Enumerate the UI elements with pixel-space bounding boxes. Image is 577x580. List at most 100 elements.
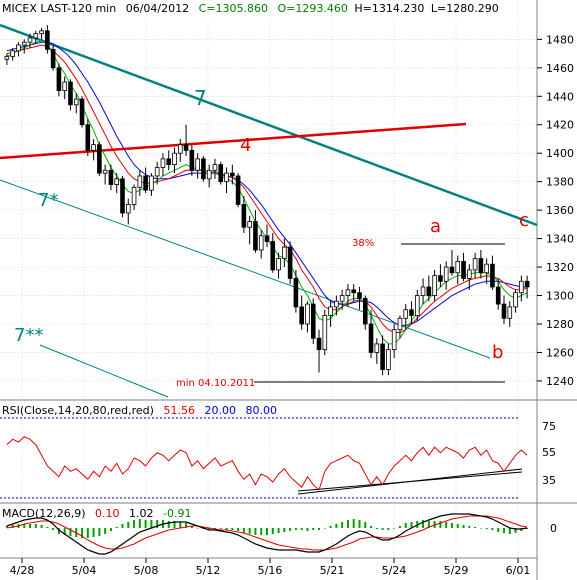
macd-hist-bar: [497, 528, 500, 532]
macd-hist-bar: [422, 520, 425, 528]
macd-hist-bar: [231, 528, 234, 530]
candle: [224, 167, 229, 194]
candle: [114, 173, 120, 194]
time-tick-label: 5/29: [444, 564, 469, 577]
macd-hist-bar: [393, 528, 396, 529]
macd-hist-bar: [196, 528, 199, 529]
macd-hist-bar: [190, 526, 193, 528]
macd-hist-bar: [404, 523, 407, 528]
candle: [513, 289, 518, 313]
candle: [183, 124, 189, 157]
candle-body: [513, 292, 518, 308]
macd-hist-bar: [254, 528, 257, 535]
candle: [490, 255, 495, 290]
candle: [33, 30, 39, 44]
candle: [391, 323, 397, 359]
price-tick-label: 1360: [546, 204, 574, 217]
candle-body: [16, 44, 21, 52]
candle-body: [50, 48, 56, 69]
time-tick-label: 5/24: [382, 564, 407, 577]
candle: [386, 343, 391, 376]
candle-body: [39, 30, 44, 35]
macd-hist-bar: [398, 526, 401, 528]
candle: [39, 27, 44, 40]
candle: [73, 93, 79, 114]
candle-body: [432, 275, 437, 296]
label-b: b: [492, 342, 503, 363]
macd-hist-bar: [352, 519, 355, 528]
macd-v2: 1.02: [129, 507, 154, 520]
candle: [449, 249, 455, 276]
candle: [230, 164, 235, 185]
candle-body: [316, 337, 322, 351]
candle-body: [189, 149, 195, 171]
candle: [351, 284, 357, 302]
macd-histogram: [5, 519, 529, 538]
candle: [166, 150, 172, 171]
candle: [328, 301, 333, 327]
candle: [334, 295, 339, 316]
macd-hist-bar: [40, 525, 43, 528]
time-tick-label: 5/08: [134, 564, 159, 577]
candle-body: [114, 178, 120, 185]
rsi-polyline: [6, 436, 528, 491]
time-tick-label: 5/16: [258, 564, 283, 577]
macd-hist-bar: [364, 522, 367, 528]
candle-body: [91, 144, 96, 151]
time-tick-label: 6/01: [506, 564, 531, 577]
candle-body: [160, 158, 166, 168]
macd-hist-bar: [121, 524, 124, 528]
candle-body: [524, 280, 530, 288]
candle: [68, 79, 73, 111]
rsi-trendline-2: [297, 471, 523, 492]
candle-body: [276, 258, 281, 271]
macd-main-line: [6, 513, 528, 555]
candle-body: [391, 329, 397, 351]
header-low: L=1280.290: [431, 2, 499, 15]
candle: [519, 275, 524, 302]
macd-tick-0: 0: [550, 522, 557, 535]
candle-body: [120, 178, 125, 214]
rsi-label: RSI(Close,14,20,80,red,red): [2, 404, 154, 417]
macd-signal-line: [6, 515, 528, 551]
price-tick-label: 1240: [546, 375, 574, 388]
candle-body: [472, 258, 478, 271]
macd-hist-bar: [5, 526, 8, 528]
candle-body: [501, 303, 507, 319]
macd-hist-bar: [98, 528, 101, 536]
candle: [4, 53, 10, 65]
trendline-7-star: [0, 179, 491, 359]
macd-hist-bar: [427, 521, 430, 528]
candle: [137, 170, 143, 196]
candle: [45, 25, 50, 54]
candle-body: [102, 169, 108, 174]
candle: [455, 255, 461, 285]
candle: [443, 261, 449, 290]
candle-body: [438, 275, 443, 282]
candle-body: [258, 235, 264, 251]
rsi-tick-35: 35: [542, 474, 556, 487]
candle-body: [97, 144, 102, 174]
candle-body: [420, 286, 426, 296]
candle: [131, 184, 137, 211]
macd-hist-bar: [167, 521, 170, 528]
macd-v1: 0.10: [95, 507, 120, 520]
candle-body: [299, 306, 304, 325]
candle-body: [68, 81, 73, 106]
label-7: 7: [194, 86, 207, 110]
candle-body: [206, 169, 212, 180]
macd-hist-bar: [323, 528, 326, 529]
price-tick-label: 1260: [546, 346, 574, 359]
macd-hist-bar: [271, 528, 274, 534]
candle-body: [33, 33, 39, 39]
time-tick-label: 5/12: [196, 564, 221, 577]
min-level-label: min 04.10.2011: [176, 378, 255, 389]
candle-body: [305, 303, 310, 325]
macd-hist-bar: [375, 528, 378, 529]
macd-hist-bar: [370, 526, 373, 528]
candle: [120, 175, 125, 218]
macd-hist-bar: [439, 521, 442, 528]
macd-hist-bar: [277, 528, 280, 533]
candle: [264, 224, 270, 248]
